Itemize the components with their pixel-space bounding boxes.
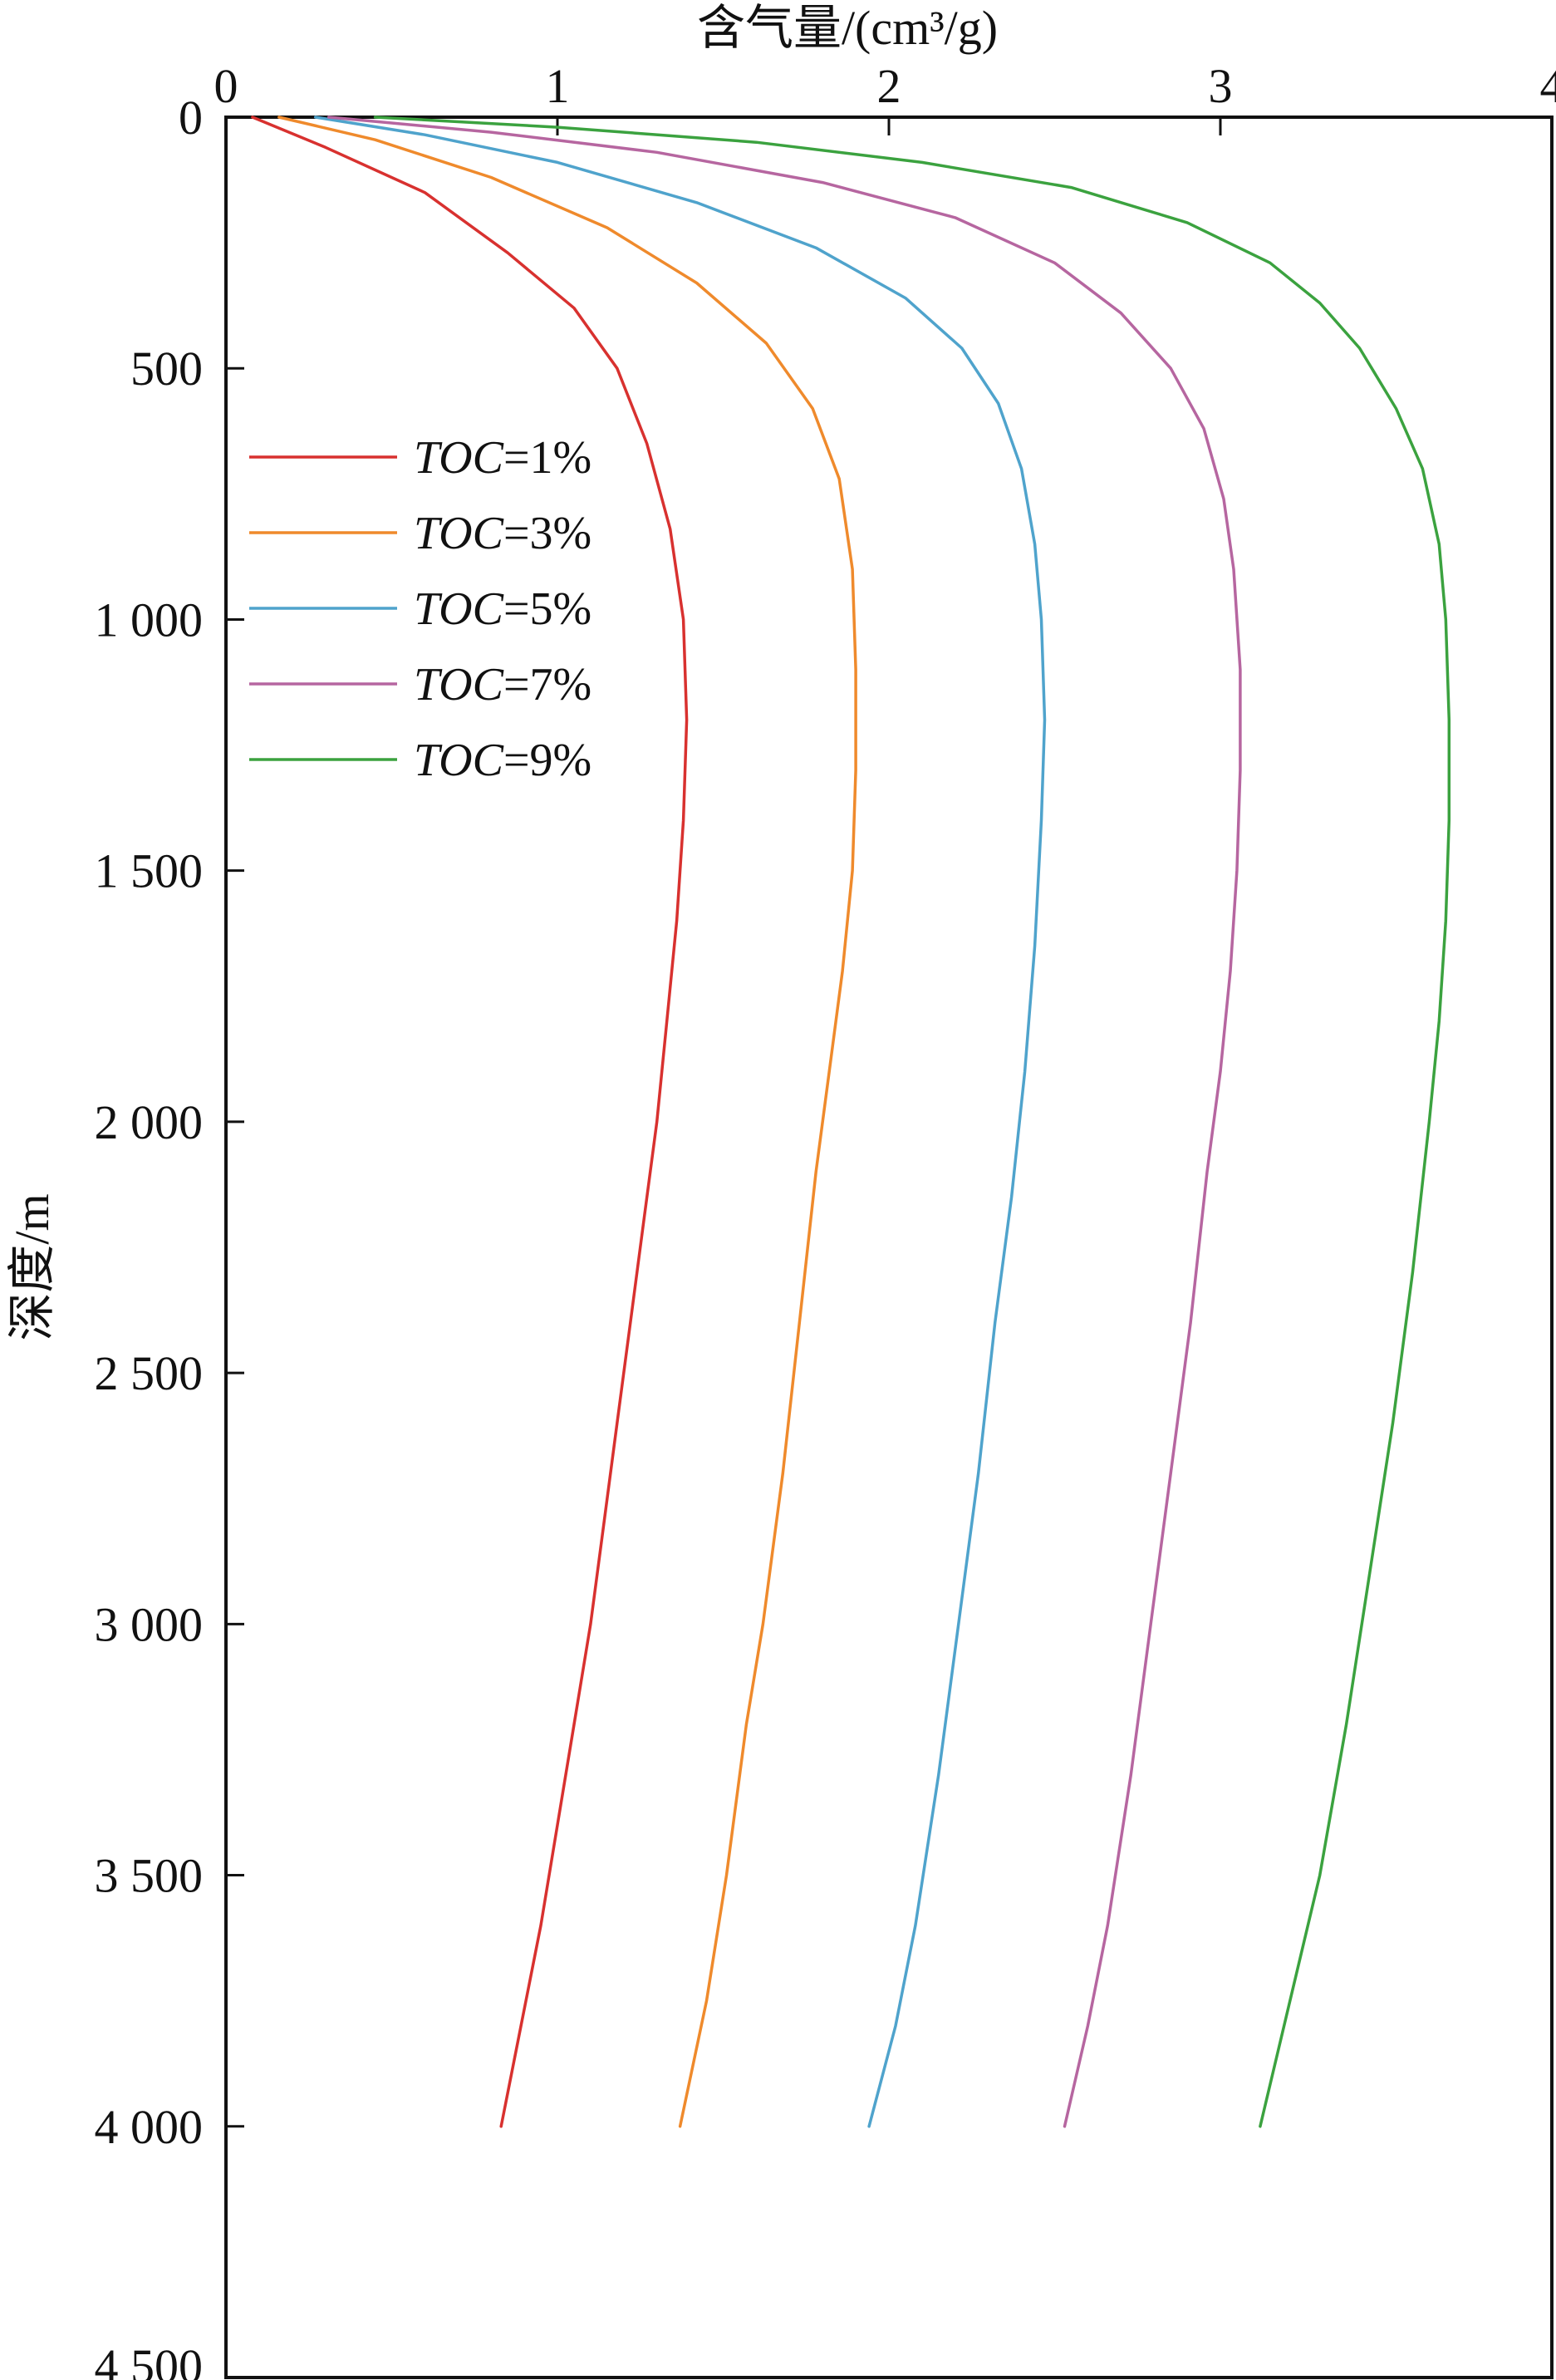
y-tick-label: 4 000 — [95, 2100, 204, 2154]
x-tick-label: 3 — [1209, 59, 1233, 113]
y-tick-label: 1 500 — [95, 844, 204, 898]
y-tick-label: 3 500 — [95, 1849, 204, 1903]
y-tick-label: 4 500 — [95, 2339, 204, 2380]
x-tick-label: 0 — [214, 59, 238, 113]
x-axis-ticks: 0 1 2 3 4 — [214, 59, 1556, 135]
series-lines — [251, 116, 1451, 2128]
series-line-5 — [373, 116, 1451, 2128]
y-tick-label: 0 — [179, 91, 203, 145]
legend-label-3: TOC=5% — [414, 583, 591, 635]
y-tick-label: 1 000 — [95, 593, 204, 647]
series-line-2 — [277, 116, 857, 2128]
series-line-4 — [326, 116, 1242, 2128]
legend-label-2: TOC=3% — [414, 508, 591, 559]
series-line-1 — [251, 116, 689, 2128]
x-tick-label: 1 — [546, 59, 570, 113]
legend-label-1: TOC=1% — [414, 432, 591, 484]
series-line-3 — [313, 116, 1047, 2128]
legend-label-5: TOC=9% — [414, 735, 591, 786]
legend-label-4: TOC=7% — [414, 659, 591, 711]
y-tick-label: 3 000 — [95, 1597, 204, 1651]
y-axis-title: 深度/m — [5, 1193, 59, 1340]
y-tick-label: 2 000 — [95, 1095, 204, 1149]
y-axis-ticks: 0 500 1 000 1 500 2 000 2 500 3 000 3 500 4 000 4… — [95, 91, 244, 2380]
y-tick-label: 500 — [130, 342, 203, 396]
y-tick-label: 2 500 — [95, 1346, 204, 1400]
x-tick-label: 4 — [1540, 59, 1556, 113]
x-tick-label: 2 — [877, 59, 901, 113]
legend: TOC=1% TOC=3% TOC=5% TOC=7% TOC=9% — [249, 432, 591, 786]
x-axis-title: 含气量/(cm³/g) — [697, 1, 998, 55]
